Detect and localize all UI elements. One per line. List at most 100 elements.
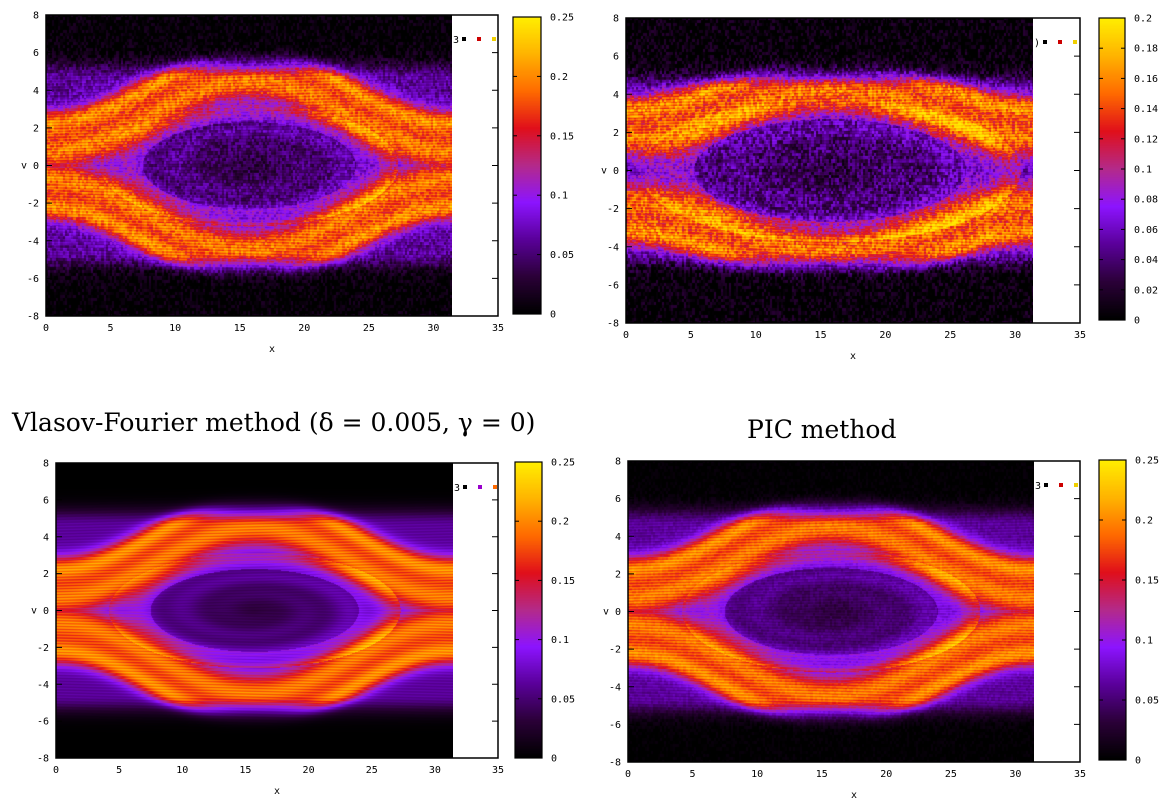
density-heatmap	[46, 15, 452, 316]
y-tick-label: -2	[27, 199, 39, 210]
y-tick-label: -2	[609, 645, 621, 656]
x-axis-label: x	[274, 786, 280, 797]
y-tick-label: -4	[37, 680, 49, 691]
y-tick-label: 4	[43, 532, 49, 543]
x-tick-label: 10	[176, 765, 188, 776]
x-tick-label: 0	[53, 765, 59, 776]
colorbar-frame	[512, 16, 542, 315]
colorbar-gradient	[1099, 18, 1125, 320]
x-tick-label: 30	[429, 765, 441, 776]
legend-stub-label: 3	[1035, 481, 1041, 492]
y-tick-label: -6	[37, 717, 49, 728]
x-tick-label: 10	[169, 323, 181, 334]
y-tick-label: -6	[609, 720, 621, 731]
y-axis-label: v	[603, 607, 609, 618]
y-tick-label: 4	[613, 90, 619, 101]
x-tick-label: 15	[239, 765, 251, 776]
x-tick-label: 20	[298, 323, 310, 334]
x-tick-label: 25	[363, 323, 375, 334]
colorbar-tick-label: 0.15	[550, 131, 574, 142]
colorbar-tick-label: 0.16	[1134, 74, 1158, 85]
y-tick-label: 2	[613, 128, 619, 139]
legend-key-dot	[463, 485, 467, 489]
colorbar-gradient	[515, 462, 542, 758]
colorbar-tick-label: 0.08	[1134, 195, 1158, 206]
legend-key-dot	[493, 485, 497, 489]
y-tick-label: -2	[607, 204, 619, 215]
colorbar-tick-label: 0.25	[550, 13, 574, 24]
plot-frame	[627, 460, 1081, 763]
colorbar-tick-label: 0.05	[551, 694, 575, 705]
x-tick-label: 35	[1074, 769, 1086, 780]
y-tick-label: -6	[27, 274, 39, 285]
y-tick-label: 2	[33, 123, 39, 134]
y-tick-label: -8	[27, 312, 39, 323]
plot-frame	[625, 17, 1081, 324]
legend-key-dot	[477, 37, 481, 41]
colorbar-tick-label: 0.05	[550, 250, 574, 261]
legend-stub-label: 3	[454, 483, 460, 494]
colorbar-tick-label: 0	[550, 310, 556, 321]
caption-pic: PIC method	[747, 415, 897, 444]
colorbar-tick-label: 0	[1134, 316, 1140, 327]
y-axis-label: v	[21, 161, 27, 172]
x-tick-label: 30	[1009, 769, 1021, 780]
phase-space-plot-bottom-right: 0 5 10 15 20 25 30 35 -8 -6 -4 -2 0 2 4 6 8 x v 0 0.05 0.1 0.1…	[580, 440, 1169, 805]
legend-key-dot	[1043, 40, 1047, 44]
plot-axes: 0 5 10 15 20 25 30 35-8-6-4-202468xv00.050.10.1…	[603, 456, 1159, 802]
colorbar-tick-label: 0.25	[551, 458, 575, 469]
phase-space-plot-bottom-left: 0 5 10 15 20 25 30 35 -8 -6 -4 -2 0 2 4 6 8 x v 0 0.05 0.1 0.1…	[0, 440, 580, 805]
phase-space-plot-top-left: 0 5 10 15 20 25 30 35 -8 -6 -4 -2 0 2 4 6 8 x v 0 0.05 0.1 0.1…	[0, 0, 580, 380]
plot-frame	[45, 14, 499, 317]
x-tick-label: 20	[880, 769, 892, 780]
x-tick-label: 5	[688, 330, 694, 341]
phase-space-plot-top-right: 0 5 10 15 20 25 30 35 -8 -6 -4 -2 0 2 4 6 8 x v 0 0.02 0.04 0.…	[580, 0, 1169, 380]
x-tick-label: 35	[492, 765, 504, 776]
x-tick-label: 25	[945, 769, 957, 780]
y-tick-label: 4	[33, 86, 39, 97]
x-tick-label: 15	[816, 769, 828, 780]
y-tick-label: -2	[37, 643, 49, 654]
legend-key-dot	[492, 37, 496, 41]
colorbar-tick-label: 0.04	[1134, 255, 1158, 266]
colorbar-tick-label: 0.18	[1134, 44, 1158, 55]
density-heatmap	[628, 461, 1034, 762]
y-axis-label: v	[601, 166, 607, 177]
plot-axes: 0 5 10 15 20 25 30 35-8-6-4-202468xv00.020.040.…	[601, 14, 1158, 363]
colorbar-tick-label: 0.14	[1134, 104, 1158, 115]
y-axis-label: v	[31, 606, 37, 617]
colorbar-tick-label: 0.1	[551, 635, 569, 646]
y-tick-label: 8	[615, 457, 621, 468]
colorbar-tick-label: 0.2	[550, 72, 568, 83]
y-tick-label: -8	[609, 758, 621, 769]
colorbar-tick-label: 0.12	[1134, 134, 1158, 145]
colorbar-gradient	[513, 17, 541, 314]
legend-stub-label: )	[1034, 38, 1040, 49]
y-tick-label: 4	[615, 532, 621, 543]
colorbar-tick-label: 0.1	[1135, 636, 1153, 647]
y-tick-label: -4	[609, 682, 621, 693]
x-tick-label: 20	[879, 330, 891, 341]
y-tick-label: 2	[43, 569, 49, 580]
y-tick-label: -8	[37, 754, 49, 765]
colorbar-tick-label: 0.1	[550, 191, 568, 202]
x-tick-label: 0	[625, 769, 631, 780]
colorbar-tick-label: 0	[1135, 756, 1141, 767]
x-tick-label: 30	[427, 323, 439, 334]
legend-key-dot	[1044, 483, 1048, 487]
density-heatmap	[626, 18, 1033, 323]
density-heatmap	[56, 463, 453, 758]
x-tick-label: 10	[750, 330, 762, 341]
colorbar-tick-label: 0.25	[1135, 456, 1159, 467]
colorbar-tick-label: 0	[551, 754, 557, 765]
x-tick-label: 0	[43, 323, 49, 334]
caption-vlasov-fourier: Vlasov-Fourier method (δ = 0.005, γ = 0)	[12, 408, 536, 437]
colorbar-frame	[514, 461, 543, 759]
x-tick-label: 30	[1009, 330, 1021, 341]
y-tick-label: 8	[613, 14, 619, 25]
y-tick-label: -4	[27, 236, 39, 247]
legend-key-dot	[1073, 40, 1077, 44]
colorbar-tick-label: 0.15	[551, 576, 575, 587]
legend-key-dot	[1059, 483, 1063, 487]
x-tick-label: 25	[944, 330, 956, 341]
